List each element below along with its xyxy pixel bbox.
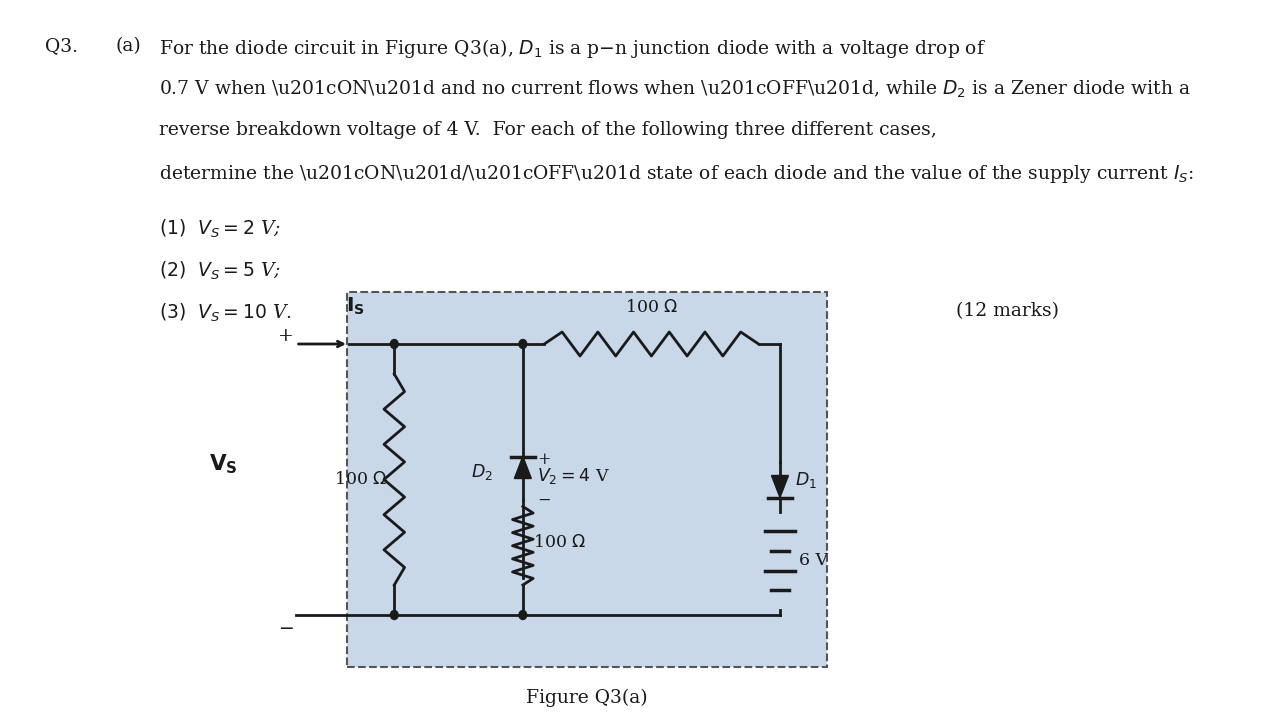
Text: +: + bbox=[277, 327, 293, 345]
Text: 100 $\Omega$: 100 $\Omega$ bbox=[533, 534, 587, 551]
Text: Q3.: Q3. bbox=[45, 37, 77, 55]
Circle shape bbox=[390, 339, 398, 349]
Text: (a): (a) bbox=[116, 37, 141, 55]
Circle shape bbox=[390, 611, 398, 619]
Text: (12 marks): (12 marks) bbox=[955, 302, 1058, 320]
Text: 0.7 V when \u201cON\u201d and no current flows when \u201cOFF\u201d, while $D_2$: 0.7 V when \u201cON\u201d and no current… bbox=[158, 79, 1190, 100]
Text: $(1)$  $V_S = 2$ V;: $(1)$ $V_S = 2$ V; bbox=[158, 218, 280, 240]
Text: $V_2 = 4$ V: $V_2 = 4$ V bbox=[538, 466, 610, 485]
Text: 100 $\Omega$: 100 $\Omega$ bbox=[334, 471, 388, 488]
Text: 6 V: 6 V bbox=[799, 552, 828, 569]
Text: $D_1$: $D_1$ bbox=[795, 469, 817, 490]
Text: For the diode circuit in Figure Q3(a), $D_1$ is a p$-$n junction diode with a vo: For the diode circuit in Figure Q3(a), $… bbox=[158, 37, 986, 60]
Text: $(2)$  $V_S = 5$ V;: $(2)$ $V_S = 5$ V; bbox=[158, 260, 280, 282]
Bar bbox=[347, 292, 827, 667]
Circle shape bbox=[519, 611, 526, 619]
Text: determine the \u201cON\u201d/\u201cOFF\u201d state of each diode and the value o: determine the \u201cON\u201d/\u201cOFF\u… bbox=[158, 163, 1194, 185]
Text: $(3)$  $V_S = 10$ V.: $(3)$ $V_S = 10$ V. bbox=[158, 302, 291, 324]
Text: $D_2$: $D_2$ bbox=[471, 463, 493, 482]
Polygon shape bbox=[772, 476, 788, 497]
Text: $\mathbf{I_S}$: $\mathbf{I_S}$ bbox=[347, 295, 365, 317]
Text: Figure Q3(a): Figure Q3(a) bbox=[526, 689, 648, 708]
Text: 100 $\Omega$: 100 $\Omega$ bbox=[625, 299, 678, 316]
Circle shape bbox=[519, 339, 526, 349]
Text: reverse breakdown voltage of 4 V.  For each of the following three different cas: reverse breakdown voltage of 4 V. For ea… bbox=[158, 121, 936, 139]
Polygon shape bbox=[515, 456, 532, 479]
Text: $-$: $-$ bbox=[538, 491, 551, 508]
Text: +: + bbox=[538, 451, 551, 468]
Text: $\mathbf{V_S}$: $\mathbf{V_S}$ bbox=[208, 453, 238, 477]
Text: $-$: $-$ bbox=[277, 618, 293, 636]
